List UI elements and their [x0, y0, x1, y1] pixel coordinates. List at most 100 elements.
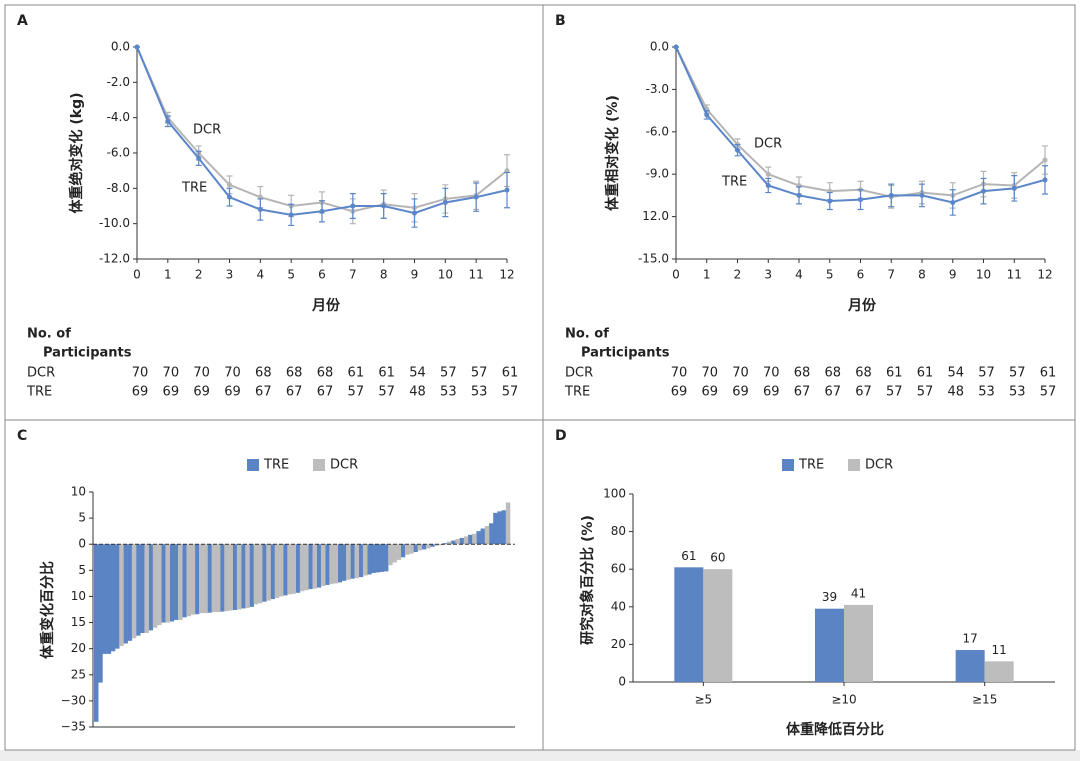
- table-cell: 67: [824, 385, 841, 400]
- table-cell: 57: [440, 366, 457, 381]
- bar: [199, 544, 204, 614]
- y-tick-label: −35: [61, 720, 86, 734]
- table-cell: 68: [255, 366, 272, 381]
- point: [765, 183, 771, 189]
- bar: [413, 544, 418, 553]
- bar: [119, 544, 124, 647]
- bar: [463, 536, 469, 545]
- bar: [421, 544, 427, 550]
- table-cell: 69: [132, 385, 149, 400]
- y-tick-label: −30: [61, 693, 86, 707]
- y-tick-label: -4.0: [107, 110, 130, 124]
- y-tick-label: 10: [71, 589, 86, 603]
- point: [1042, 157, 1048, 163]
- point: [950, 199, 956, 205]
- x-tick-label: 2: [195, 268, 203, 282]
- bar: [127, 544, 133, 641]
- bar: [241, 544, 246, 609]
- point: [165, 118, 171, 124]
- table-cell: 67: [317, 385, 334, 400]
- table-cell: 68: [855, 366, 872, 381]
- table-cell: 57: [917, 385, 934, 400]
- bar: [232, 544, 238, 611]
- point: [381, 203, 387, 209]
- bar: [215, 544, 221, 613]
- bar: [451, 540, 456, 545]
- annotation: TRE: [721, 175, 747, 190]
- table-cell: 67: [286, 385, 303, 400]
- annotation: DCR: [193, 123, 221, 138]
- bar: [283, 544, 288, 596]
- table-cell: 70: [701, 366, 718, 381]
- bar: [203, 544, 208, 614]
- bar: [362, 544, 368, 576]
- bar: [497, 511, 502, 545]
- table-row-name: TRE: [564, 385, 590, 400]
- bar: [488, 523, 494, 545]
- table-cell: 57: [502, 385, 519, 400]
- table-cell: 57: [886, 385, 903, 400]
- bar: [400, 544, 406, 558]
- bar: [703, 569, 733, 682]
- x-tick-label: 5: [826, 268, 834, 282]
- table-cell: 57: [1040, 385, 1057, 400]
- point: [288, 212, 294, 218]
- y-tick-label: 5: [78, 563, 86, 577]
- bar: [404, 544, 410, 555]
- value-label: 60: [710, 551, 725, 565]
- panel-label: D: [555, 428, 567, 444]
- y-tick-label: -12.0: [99, 252, 130, 266]
- bar: [371, 544, 376, 573]
- point: [473, 194, 479, 200]
- bar: [984, 661, 1014, 682]
- bar: [211, 544, 217, 613]
- y-tick-label: -8.0: [107, 181, 130, 195]
- y-tick-label: -15.0: [638, 252, 669, 266]
- x-tick-label: 5: [287, 268, 295, 282]
- point: [1042, 177, 1048, 183]
- x-axis-label: 月份: [311, 297, 341, 314]
- y-tick-label: 100: [603, 487, 626, 501]
- bar: [245, 544, 250, 608]
- bar: [320, 544, 326, 586]
- table-cell: 61: [1040, 366, 1057, 381]
- y-tick-label: -10.0: [99, 216, 130, 230]
- bar: [476, 531, 481, 545]
- bar: [346, 544, 351, 580]
- y-axis-label: 体重绝对变化 (kg): [68, 92, 85, 213]
- point: [735, 147, 740, 153]
- bar: [501, 510, 507, 545]
- bar: [442, 543, 448, 545]
- table-cell: 53: [471, 385, 488, 400]
- bar: [253, 544, 259, 605]
- y-tick-label: -2.0: [107, 75, 130, 89]
- bar: [262, 544, 267, 602]
- bar: [446, 541, 452, 545]
- bar: [392, 544, 397, 563]
- bar: [388, 544, 393, 566]
- point: [827, 198, 833, 204]
- bar: [220, 544, 225, 612]
- x-tick-label: 7: [349, 268, 357, 282]
- y-tick-label: -6.0: [107, 146, 130, 160]
- x-tick-label: 9: [949, 268, 957, 282]
- y-tick-label: 0.0: [650, 40, 669, 54]
- table-cell: 68: [824, 366, 841, 381]
- bar: [815, 608, 844, 682]
- bar: [257, 544, 263, 604]
- panel-label: A: [17, 13, 28, 29]
- point: [227, 182, 232, 188]
- table-cell: 48: [409, 385, 426, 400]
- legend-swatch: [848, 459, 860, 471]
- bar: [367, 544, 372, 575]
- y-tick-label: -6.0: [646, 124, 669, 138]
- bar: [396, 544, 402, 560]
- table-cell: 67: [255, 385, 272, 400]
- x-tick-label: 4: [795, 268, 803, 282]
- table-cell: 68: [794, 366, 811, 381]
- y-tick-label: 10: [71, 485, 86, 499]
- bar: [438, 544, 444, 546]
- x-tick-label: 8: [380, 268, 388, 282]
- bar: [178, 544, 183, 620]
- legend-label: DCR: [330, 458, 358, 473]
